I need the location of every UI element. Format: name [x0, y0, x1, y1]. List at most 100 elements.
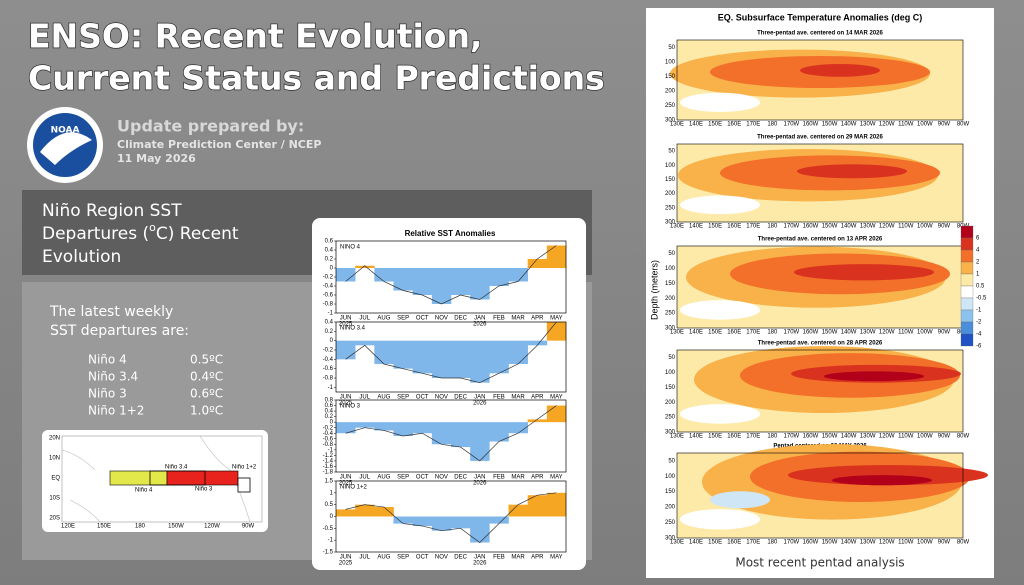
- y-tick-label: -0.6: [323, 436, 334, 442]
- anomaly-line: [345, 405, 557, 462]
- x-tick-label: JUN: [340, 555, 352, 561]
- depth-tick-label: 50: [668, 149, 675, 155]
- depth-tick-label: 250: [665, 311, 676, 317]
- anomaly-bar: [451, 340, 471, 378]
- depth-tick-label: 250: [665, 103, 676, 109]
- y-tick-label: 0.8: [325, 398, 334, 404]
- lon-tick-label: 140E: [689, 122, 703, 128]
- anomaly-bar: [336, 340, 356, 360]
- x-tick-label: APR: [531, 475, 544, 481]
- plot-frame: [676, 39, 964, 121]
- x-tick-label: JUN: [340, 316, 352, 322]
- x-tick-label: MAY: [550, 475, 563, 481]
- colorbar-swatch: [960, 285, 974, 299]
- anomaly-bar: [489, 340, 509, 374]
- x-tick-label: MAR: [511, 475, 525, 481]
- x-tick-label: APR: [531, 555, 544, 561]
- y-tick-label: 1: [330, 490, 334, 496]
- colorbar-swatch: [960, 225, 974, 239]
- colorbar-swatch: [960, 249, 974, 263]
- lon-tick-label: 170E: [746, 330, 760, 336]
- lon-tick-label: 160E: [727, 434, 741, 440]
- y-tick-label: -1: [328, 385, 334, 391]
- anomaly-bar: [431, 268, 452, 304]
- lon-tick-label: 170E: [746, 434, 760, 440]
- lon-tick-label: 110W: [898, 434, 914, 440]
- anomaly-bar: [374, 268, 394, 282]
- lat-label: 20S: [49, 516, 60, 522]
- year-label: 2025: [339, 322, 353, 328]
- plot-frame: [676, 349, 964, 433]
- depth-tick-label: 100: [665, 370, 676, 376]
- x-tick-label: OCT: [416, 475, 429, 481]
- year-label: 2025: [339, 401, 353, 407]
- lon-tick-label: 140W: [841, 122, 857, 128]
- x-tick-label: AUG: [377, 475, 390, 481]
- anomaly-bar: [470, 268, 490, 300]
- subsurface-title: EQ. Subsurface Temperature Anomalies (de…: [718, 12, 923, 22]
- lon-tick-label: 170E: [746, 122, 760, 128]
- anomaly-bar: [508, 268, 528, 282]
- panel-caption: Three-pentad ave. centered on 14 MAR 202…: [757, 31, 883, 37]
- depth-tick-label: 150: [665, 177, 676, 183]
- colorbar-label: 1: [976, 272, 980, 278]
- anomaly-bar: [546, 322, 567, 341]
- lon-tick-label: 150W: [822, 540, 838, 546]
- lon-tick-label: 170W: [784, 122, 800, 128]
- lon-tick-label: 170W: [784, 330, 800, 336]
- y-tick-label: 0: [330, 266, 334, 272]
- x-tick-label: DEC: [454, 316, 467, 322]
- x-tick-label: JUL: [359, 555, 370, 561]
- x-tick-label: DEC: [454, 395, 467, 401]
- x-tick-label: NOV: [435, 555, 448, 561]
- x-tick-label: SEP: [397, 395, 409, 401]
- anomaly-line: [345, 321, 557, 384]
- lon-label: 120E: [61, 524, 75, 530]
- anomaly-bar: [527, 419, 548, 423]
- anomaly-bar: [508, 504, 528, 517]
- x-tick-label: SEP: [397, 475, 409, 481]
- anomaly-bar: [508, 340, 528, 364]
- lon-tick-label: 160E: [727, 224, 741, 230]
- depth-tick-label: 50: [668, 45, 675, 51]
- x-tick-label: JAN: [474, 475, 485, 481]
- heatmap-blob: [680, 195, 760, 215]
- year-label: 2026: [473, 481, 487, 487]
- x-tick-label: NOV: [435, 316, 448, 322]
- anomaly-bar: [489, 268, 509, 286]
- lon-tick-label: 130W: [860, 330, 876, 336]
- lon-tick-label: 180: [767, 330, 778, 336]
- sst-title: Relative SST Anomalies: [405, 229, 496, 238]
- anomaly-bar: [546, 492, 567, 517]
- depth-label: Depth (meters): [649, 260, 659, 320]
- depth-tick-label: 200: [665, 400, 676, 406]
- anomaly-bar: [355, 422, 375, 428]
- lon-tick-label: 150E: [708, 224, 722, 230]
- lon-tick-label: 170W: [784, 540, 800, 546]
- lon-tick-label: 90W: [938, 540, 951, 546]
- colorbar-label: 6: [976, 236, 980, 242]
- depth-tick-label: 50: [668, 355, 675, 361]
- x-tick-label: AUG: [377, 555, 390, 561]
- lon-tick-label: 80W: [957, 122, 970, 128]
- region-name: Niño 1+2: [88, 404, 144, 418]
- lon-tick-label: 150W: [822, 224, 838, 230]
- lon-tick-label: 80W: [957, 540, 970, 546]
- anomaly-bar: [451, 422, 471, 448]
- anomaly-bar: [527, 495, 548, 517]
- depth-tick-label: 150: [665, 385, 676, 391]
- y-tick-label: 0.6: [325, 403, 334, 409]
- panel-caption: Three-pentad ave. centered on 13 APR 202…: [758, 237, 883, 243]
- depth-tick-label: 150: [665, 489, 676, 495]
- y-tick-label: -1.2: [323, 453, 334, 459]
- y-tick-label: -0.4: [323, 431, 334, 437]
- colorbar-label: -6: [976, 344, 982, 350]
- lon-tick-label: 100W: [917, 224, 933, 230]
- x-tick-label: FEB: [493, 316, 505, 322]
- lon-tick-label: 150E: [708, 122, 722, 128]
- x-tick-label: JAN: [474, 555, 485, 561]
- lon-label: 90W: [242, 524, 255, 530]
- lon-tick-label: 150W: [822, 122, 838, 128]
- lon-tick-label: 100W: [917, 330, 933, 336]
